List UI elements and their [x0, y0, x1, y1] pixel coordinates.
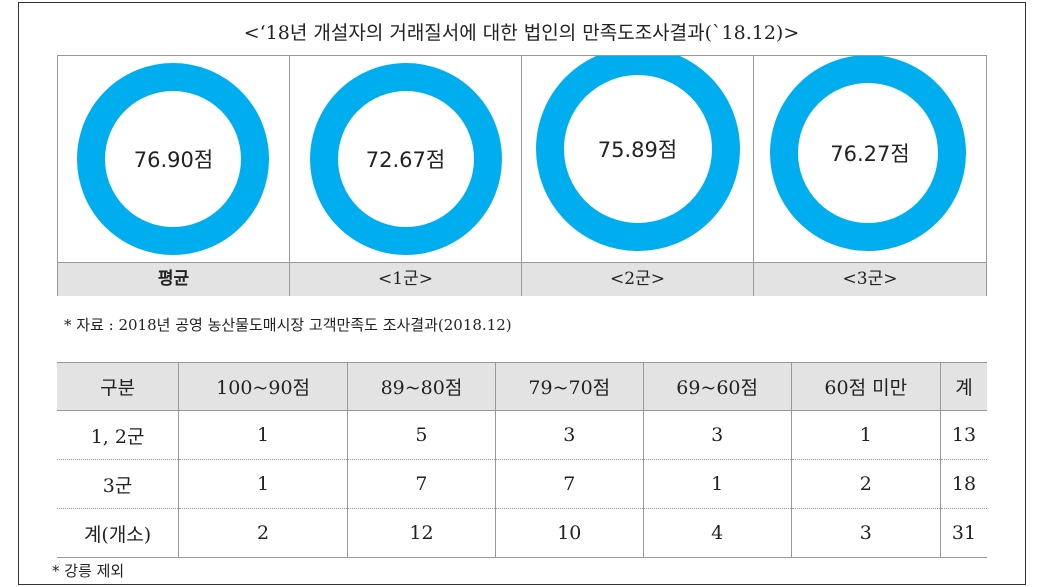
header-cell: 60점 미만: [790, 362, 941, 411]
ring: [77, 63, 269, 255]
table-cell: 1: [178, 410, 348, 460]
footnote: * 강릉 제외: [52, 562, 125, 580]
table-cell: 5: [347, 410, 496, 460]
header-cell: 79~70점: [494, 362, 644, 411]
table-row: 계(개소) 2 12 10 4 3 31: [57, 508, 987, 558]
table-cell: 13: [939, 410, 987, 460]
table-cell: 3: [494, 410, 644, 460]
header-cell: 69~60점: [642, 362, 792, 411]
table-cell: 2: [178, 508, 348, 558]
card-label: <1군>: [290, 262, 521, 296]
score: 76.27점: [830, 142, 910, 166]
table-cell: 18: [939, 459, 987, 509]
table-body: 1, 2군 1 5 3 3 1 13 3군 1 7 7 1 2 18 계(개소) 2 12 10 4 3 31: [57, 410, 987, 558]
ring: [770, 56, 966, 251]
card-label: 평균: [58, 262, 289, 296]
donut-ring: [770, 56, 966, 251]
table-cell: 1: [790, 410, 941, 460]
score: 72.67점: [365, 148, 446, 172]
table: 구분 100~90점 89~80점 79~70점 69~60점 60점 미만 계 1, 2군 1…: [57, 362, 987, 558]
ring-area: 75.89점: [522, 56, 753, 262]
ring-area: 76.27점: [754, 56, 986, 262]
table-cell: 1: [178, 459, 348, 509]
header-cell: 계: [939, 362, 987, 411]
table-cell: 1: [642, 459, 792, 509]
ring-area: 72.67점: [290, 56, 521, 262]
header-cell: 100~90점: [178, 362, 348, 411]
table-cell: 2: [790, 459, 941, 509]
table-row: 3군 1 7 7 1 2 18: [57, 459, 987, 509]
ring: [310, 63, 502, 255]
source-note: * 자료 : 2018년 공영 농산물도매시장 고객만족도 조사결과(2018.…: [64, 316, 512, 334]
score: 76.90점: [133, 148, 214, 172]
title: <‘18년 개설자의 거래질서에 대한 법인의 만족도조사결과(`18.12)>: [243, 22, 800, 44]
donut-ring: [536, 56, 740, 251]
table-cell: 10: [494, 508, 644, 558]
table-row: 1, 2군 1 5 3 3 1 13: [57, 410, 987, 460]
card: 75.89점 <2군>: [522, 56, 754, 296]
table-cell: 3군: [57, 459, 179, 509]
header-cell: 구분: [57, 362, 179, 411]
header-cell: 89~80점: [347, 362, 496, 411]
table-cell: 7: [494, 459, 644, 509]
frame: [18, 2, 1026, 585]
table-cell: 4: [642, 508, 792, 558]
donut-ring: [77, 63, 269, 255]
table-cell: 1, 2군: [57, 410, 179, 460]
header-row: 구분 100~90점 89~80점 79~70점 69~60점 60점 미만 계: [57, 362, 987, 411]
score: 75.89점: [597, 138, 678, 162]
ring-area: 76.90점: [58, 56, 289, 262]
table-cell: 31: [939, 508, 987, 558]
table-cell: 7: [347, 459, 496, 509]
card-label: <3군>: [754, 262, 986, 296]
ring: [536, 56, 740, 251]
table-cell: 계(개소): [57, 508, 179, 558]
card: 72.67점 <1군>: [290, 56, 522, 296]
table-cell: 12: [347, 508, 496, 558]
card-label: <2군>: [522, 262, 753, 296]
card: 76.27점 <3군>: [754, 56, 986, 296]
table-cell: 3: [642, 410, 792, 460]
table-cell: 3: [790, 508, 941, 558]
donut-ring: [310, 63, 502, 255]
